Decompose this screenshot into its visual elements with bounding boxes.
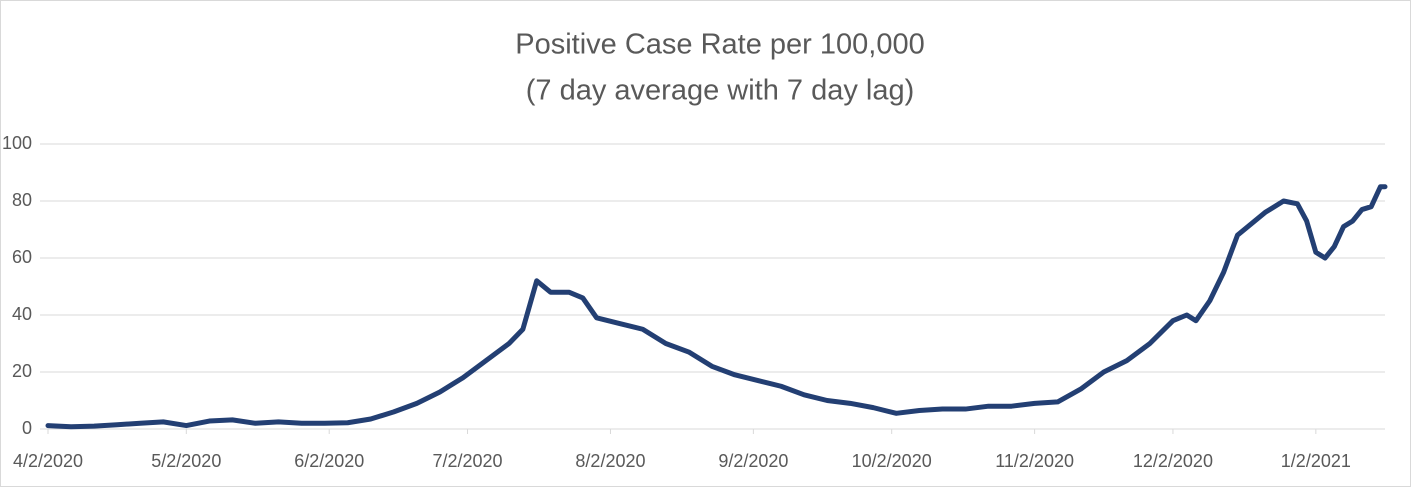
chart-title: Positive Case Rate per 100,000 (515, 29, 924, 61)
x-tick-label: 10/2/2020 (852, 451, 932, 471)
x-tick-label: 4/2/2020 (13, 451, 83, 471)
chart-subtitle: (7 day average with 7 day lag) (526, 75, 915, 107)
x-tick-label: 12/2/2020 (1133, 451, 1213, 471)
x-tick-label: 1/2/2021 (1281, 451, 1351, 471)
x-tick-label: 11/2/2020 (995, 451, 1074, 471)
y-tick-label: 0 (22, 418, 32, 438)
y-tick-label: 40 (12, 304, 32, 324)
x-tick-label: 6/2/2020 (294, 451, 364, 471)
y-tick-label: 20 (12, 361, 32, 381)
y-tick-label: 60 (12, 247, 32, 267)
data-line (45, 184, 1388, 430)
x-tick-label: 8/2/2020 (575, 451, 645, 471)
y-tick-label: 80 (12, 190, 32, 210)
x-tick-label: 9/2/2020 (718, 451, 788, 471)
x-tick-label: 5/2/2020 (151, 451, 221, 471)
x-tick-label: 7/2/2020 (433, 451, 503, 471)
y-tick-label: 100 (2, 133, 32, 153)
